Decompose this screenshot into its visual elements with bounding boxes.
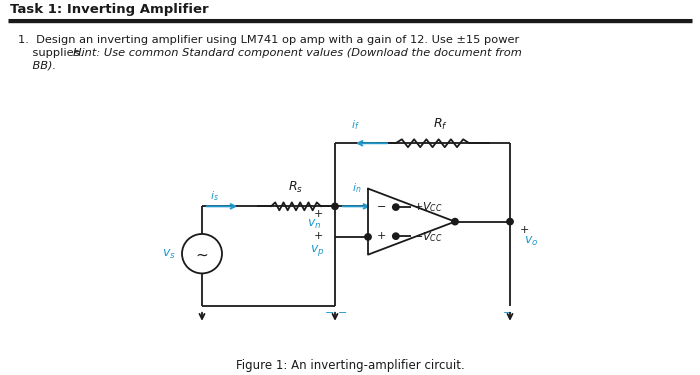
Circle shape — [452, 219, 458, 225]
Text: supplies.: supplies. — [18, 48, 87, 58]
Text: $i_f$: $i_f$ — [351, 118, 359, 132]
Text: Figure 1: An inverting-amplifier circuit.: Figure 1: An inverting-amplifier circuit… — [236, 359, 464, 372]
Text: $R_s$: $R_s$ — [288, 179, 304, 195]
Text: Task 1: Inverting Amplifier: Task 1: Inverting Amplifier — [10, 3, 209, 16]
Text: $R_f$: $R_f$ — [433, 117, 448, 132]
Text: +: + — [314, 209, 323, 219]
Text: BB).: BB). — [18, 60, 56, 70]
Text: $v_n$: $v_n$ — [307, 217, 321, 231]
Text: $v_p$: $v_p$ — [310, 243, 325, 258]
Text: $i_n$: $i_n$ — [352, 181, 362, 195]
Text: $i_s$: $i_s$ — [210, 190, 219, 203]
Text: −: − — [503, 308, 512, 318]
Circle shape — [365, 234, 371, 240]
Circle shape — [507, 219, 513, 225]
Circle shape — [393, 233, 399, 239]
Text: $v_s$: $v_s$ — [162, 248, 176, 261]
Text: −: − — [338, 308, 348, 318]
Text: +: + — [314, 231, 323, 241]
Text: −: − — [326, 308, 335, 318]
Text: ~: ~ — [195, 247, 209, 262]
Text: $+V_{CC}$: $+V_{CC}$ — [413, 200, 442, 214]
Text: $v_o$: $v_o$ — [524, 235, 538, 248]
Text: +: + — [520, 225, 529, 234]
Text: $-V_{CC}$: $-V_{CC}$ — [413, 230, 442, 244]
Text: 1.  Design an inverting amplifier using LM741 op amp with a gain of 12. Use ±15 : 1. Design an inverting amplifier using L… — [18, 35, 519, 45]
Text: +: + — [377, 231, 386, 241]
Circle shape — [393, 204, 399, 210]
Text: Hint: Use common Standard component values (Download the document from: Hint: Use common Standard component valu… — [73, 48, 522, 58]
Circle shape — [332, 203, 338, 210]
Text: −: − — [377, 202, 386, 212]
